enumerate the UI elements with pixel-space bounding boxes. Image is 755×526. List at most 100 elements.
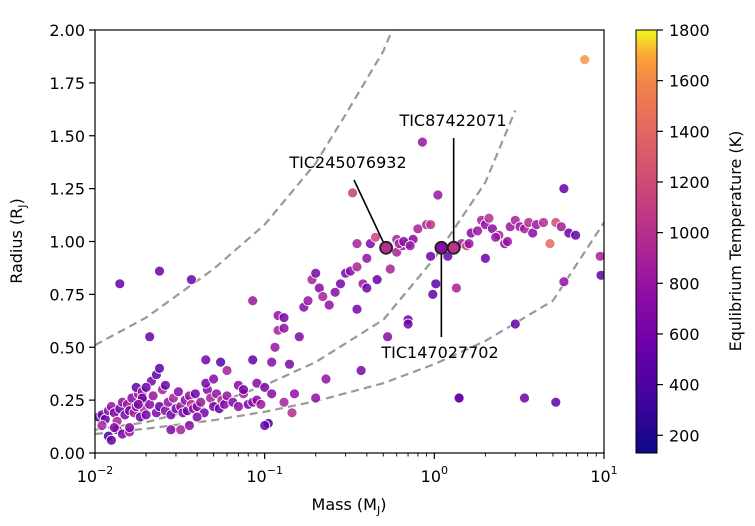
data-point [382,331,394,343]
data-point [195,396,207,408]
data-point [269,341,281,353]
data-point [238,384,249,396]
data-point [124,422,136,434]
data-point [200,354,212,366]
y-axis-label: Radius (RJ) [7,198,29,284]
data-point [450,282,462,294]
data-point [96,420,108,431]
x-axis: 10−2 10−1 100 101 [77,453,618,486]
data-point [558,276,570,288]
y-axis: 0.00 0.25 0.50 0.75 1.00 1.25 1.50 1.75 2.00 [49,21,95,463]
colorbar [635,29,658,454]
data-point [570,229,581,241]
y-tick-label: 0.00 [49,444,85,463]
data-point [519,392,530,404]
data-point [208,373,220,385]
data-point [347,187,359,199]
data-point [278,396,290,408]
data-point [183,420,195,431]
data-point [132,398,144,410]
data-point [351,303,363,315]
colorbar-ticks: 200 400 600 800 1000 1200 1400 1600 1800 [657,21,710,445]
x-tick-label: 100 [421,464,448,486]
data-point [463,238,475,250]
data-point [147,390,159,402]
colorbar-tick-label: 600 [669,325,700,344]
data-point [266,388,278,400]
data-points [95,54,604,446]
data-point [159,379,171,391]
data-point [472,225,484,237]
data-point [351,261,363,273]
colorbar-label: Equlibrium Temperature (K) [726,131,745,352]
data-point [425,250,437,262]
x-axis-label: Mass (MJ) [312,495,387,517]
data-point [502,236,513,247]
data-point [106,434,117,446]
y-tick-label: 1.75 [49,74,85,93]
data-point [185,274,197,286]
y-tick-label: 1.50 [49,127,85,146]
data-point [483,212,495,224]
data-point [293,331,305,343]
data-point [154,362,165,374]
colorbar-tick-label: 800 [669,274,700,293]
data-point [259,420,271,431]
data-point [371,274,383,286]
y-tick-label: 0.25 [49,391,85,410]
data-point [232,401,244,412]
data-point [323,299,335,311]
data-point [335,278,346,290]
data-point [302,295,314,307]
colorbar-tick-label: 1600 [669,72,710,91]
data-point [402,318,414,330]
data-point [247,354,259,366]
y-tick-label: 0.75 [49,285,85,304]
annotation-label-tic87422071: TIC87422071 [398,111,506,130]
data-point [189,388,201,400]
data-point [165,424,177,436]
y-tick-label: 2.00 [49,21,85,40]
data-point [432,189,444,201]
data-point [490,231,502,243]
data-point [266,356,278,368]
colorbar-tick-label: 1200 [669,173,710,192]
data-point [310,392,322,404]
data-point [351,238,363,250]
data-point [538,217,549,228]
data-point [594,250,604,262]
data-point [108,422,120,434]
density-curve-low [95,30,394,347]
data-point [221,365,233,376]
colorbar-tick-label: 1800 [669,21,710,40]
data-point [416,136,428,148]
y-tick-label: 0.50 [49,338,85,357]
plot-frame [94,29,605,454]
colorbar-tick-label: 200 [669,426,700,445]
y-tick-label: 1.25 [49,180,85,199]
data-point [215,356,227,368]
data-point [289,388,300,400]
data-point [191,411,203,423]
highlight-point-tic245076932 [379,240,394,255]
y-tick-label: 1.00 [49,233,85,252]
data-point [579,54,591,65]
data-point [555,221,567,233]
data-point [175,424,187,436]
data-point [384,263,396,275]
data-point [412,223,424,235]
data-point [404,240,416,252]
data-point [558,183,570,195]
data-point [430,278,442,290]
data-point [453,392,465,404]
data-point [284,358,295,370]
annotation-label-tic147027702: TIC147027702 [380,343,498,362]
data-point [247,295,259,307]
data-point [544,238,556,250]
data-point [317,291,329,302]
data-point [361,252,373,264]
data-point [320,373,332,385]
data-point [278,312,290,324]
data-point [310,267,322,279]
